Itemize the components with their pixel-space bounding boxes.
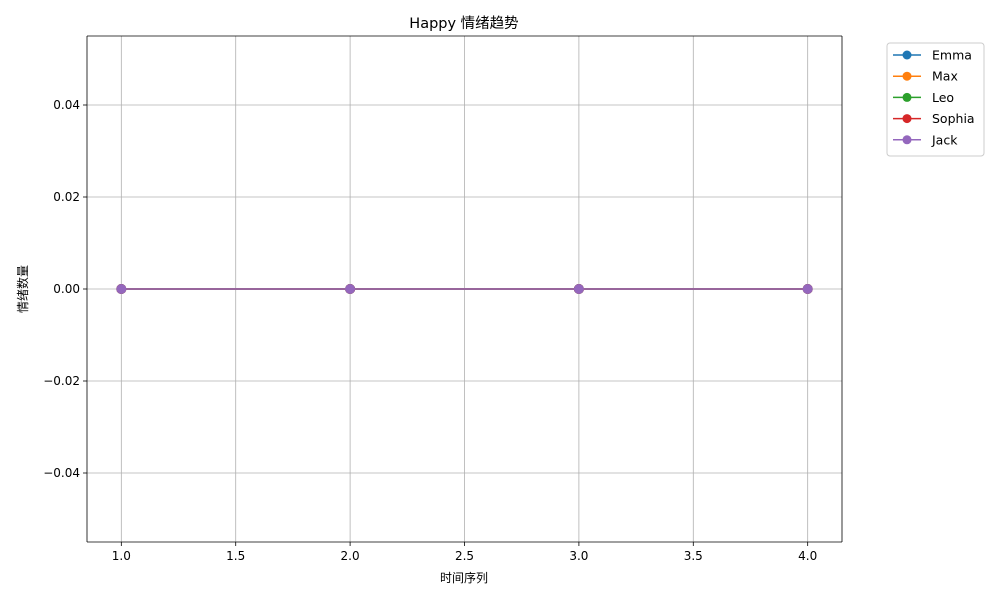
legend-label-jack: Jack	[931, 132, 958, 147]
legend-label-sophia: Sophia	[932, 111, 975, 126]
x-tick-label: 1.0	[112, 549, 131, 563]
x-tick-label: 3.0	[569, 549, 588, 563]
y-tick-label: −0.02	[43, 374, 80, 388]
x-axis-title: 时间序列	[440, 570, 488, 585]
data-point-jack	[116, 284, 127, 294]
data-point-jack	[573, 284, 584, 294]
x-tick-label: 4.0	[798, 549, 817, 563]
y-tick-label: 0.02	[53, 190, 80, 204]
x-tick-label: 2.5	[455, 549, 474, 563]
legend-box	[886, 42, 985, 157]
data-point-jack	[345, 284, 356, 294]
legend-marker-emma	[902, 50, 912, 60]
y-axis-title: 情绪数量	[15, 265, 30, 313]
legend-label-leo: Leo	[932, 90, 954, 105]
y-tick-label: 0.00	[53, 282, 80, 296]
x-tick-label: 2.0	[341, 549, 360, 563]
legend-marker-sophia	[902, 114, 912, 124]
legend: Emma Max Leo Sophia Jack	[886, 42, 985, 157]
legend-marker-leo	[902, 92, 912, 102]
ticks-layer: 1.0 1.5 2.0 2.5 3.0 3.5 4.0 −0.04 −0.02 0.00 0.02 0…	[43, 98, 817, 563]
chart-title: Happy 情绪趋势	[409, 15, 518, 32]
x-tick-label: 3.5	[684, 549, 703, 563]
x-tick-label: 1.5	[226, 549, 245, 563]
y-tick-label: −0.04	[43, 466, 80, 480]
legend-marker-jack	[902, 135, 912, 145]
series-layer	[116, 284, 813, 294]
legend-label-emma: Emma	[932, 48, 972, 63]
data-point-jack	[802, 284, 813, 294]
legend-marker-max	[902, 71, 912, 81]
y-tick-label: 0.04	[53, 98, 80, 112]
legend-label-max: Max	[932, 69, 958, 84]
